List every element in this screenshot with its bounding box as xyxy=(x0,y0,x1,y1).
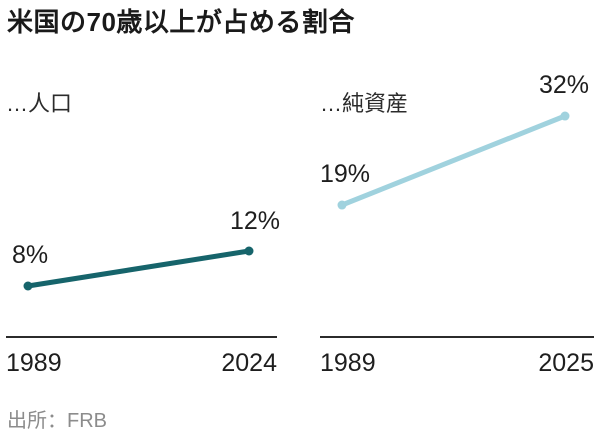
population-chart-label: …人口 xyxy=(6,91,73,116)
population-x-axis xyxy=(6,336,277,338)
population-end-value-label: 12% xyxy=(230,207,281,235)
networth-x-axis xyxy=(320,336,594,338)
source-note: 出所：FRB xyxy=(7,410,107,432)
networth-line-series xyxy=(337,111,570,210)
chart-title: 米国の70歳以上が占める割合 xyxy=(7,7,355,37)
networth-chart-label: …純資産 xyxy=(320,91,409,116)
population-start-value-label: 8% xyxy=(12,241,49,269)
population-x-tick-end: 2024 xyxy=(221,349,277,377)
networth-x-tick-end: 2025 xyxy=(538,349,594,377)
networth-start-value-label: 19% xyxy=(320,160,371,188)
population-chart-panel: …人口 8% 12% 1989 2024 xyxy=(6,60,281,390)
population-line-series xyxy=(23,246,254,291)
population-x-tick-start: 1989 xyxy=(6,349,62,377)
networth-end-value-label: 32% xyxy=(539,71,590,99)
networth-chart-panel: …純資産 19% 32% 1989 2025 xyxy=(320,60,594,390)
networth-x-tick-start: 1989 xyxy=(320,349,376,377)
